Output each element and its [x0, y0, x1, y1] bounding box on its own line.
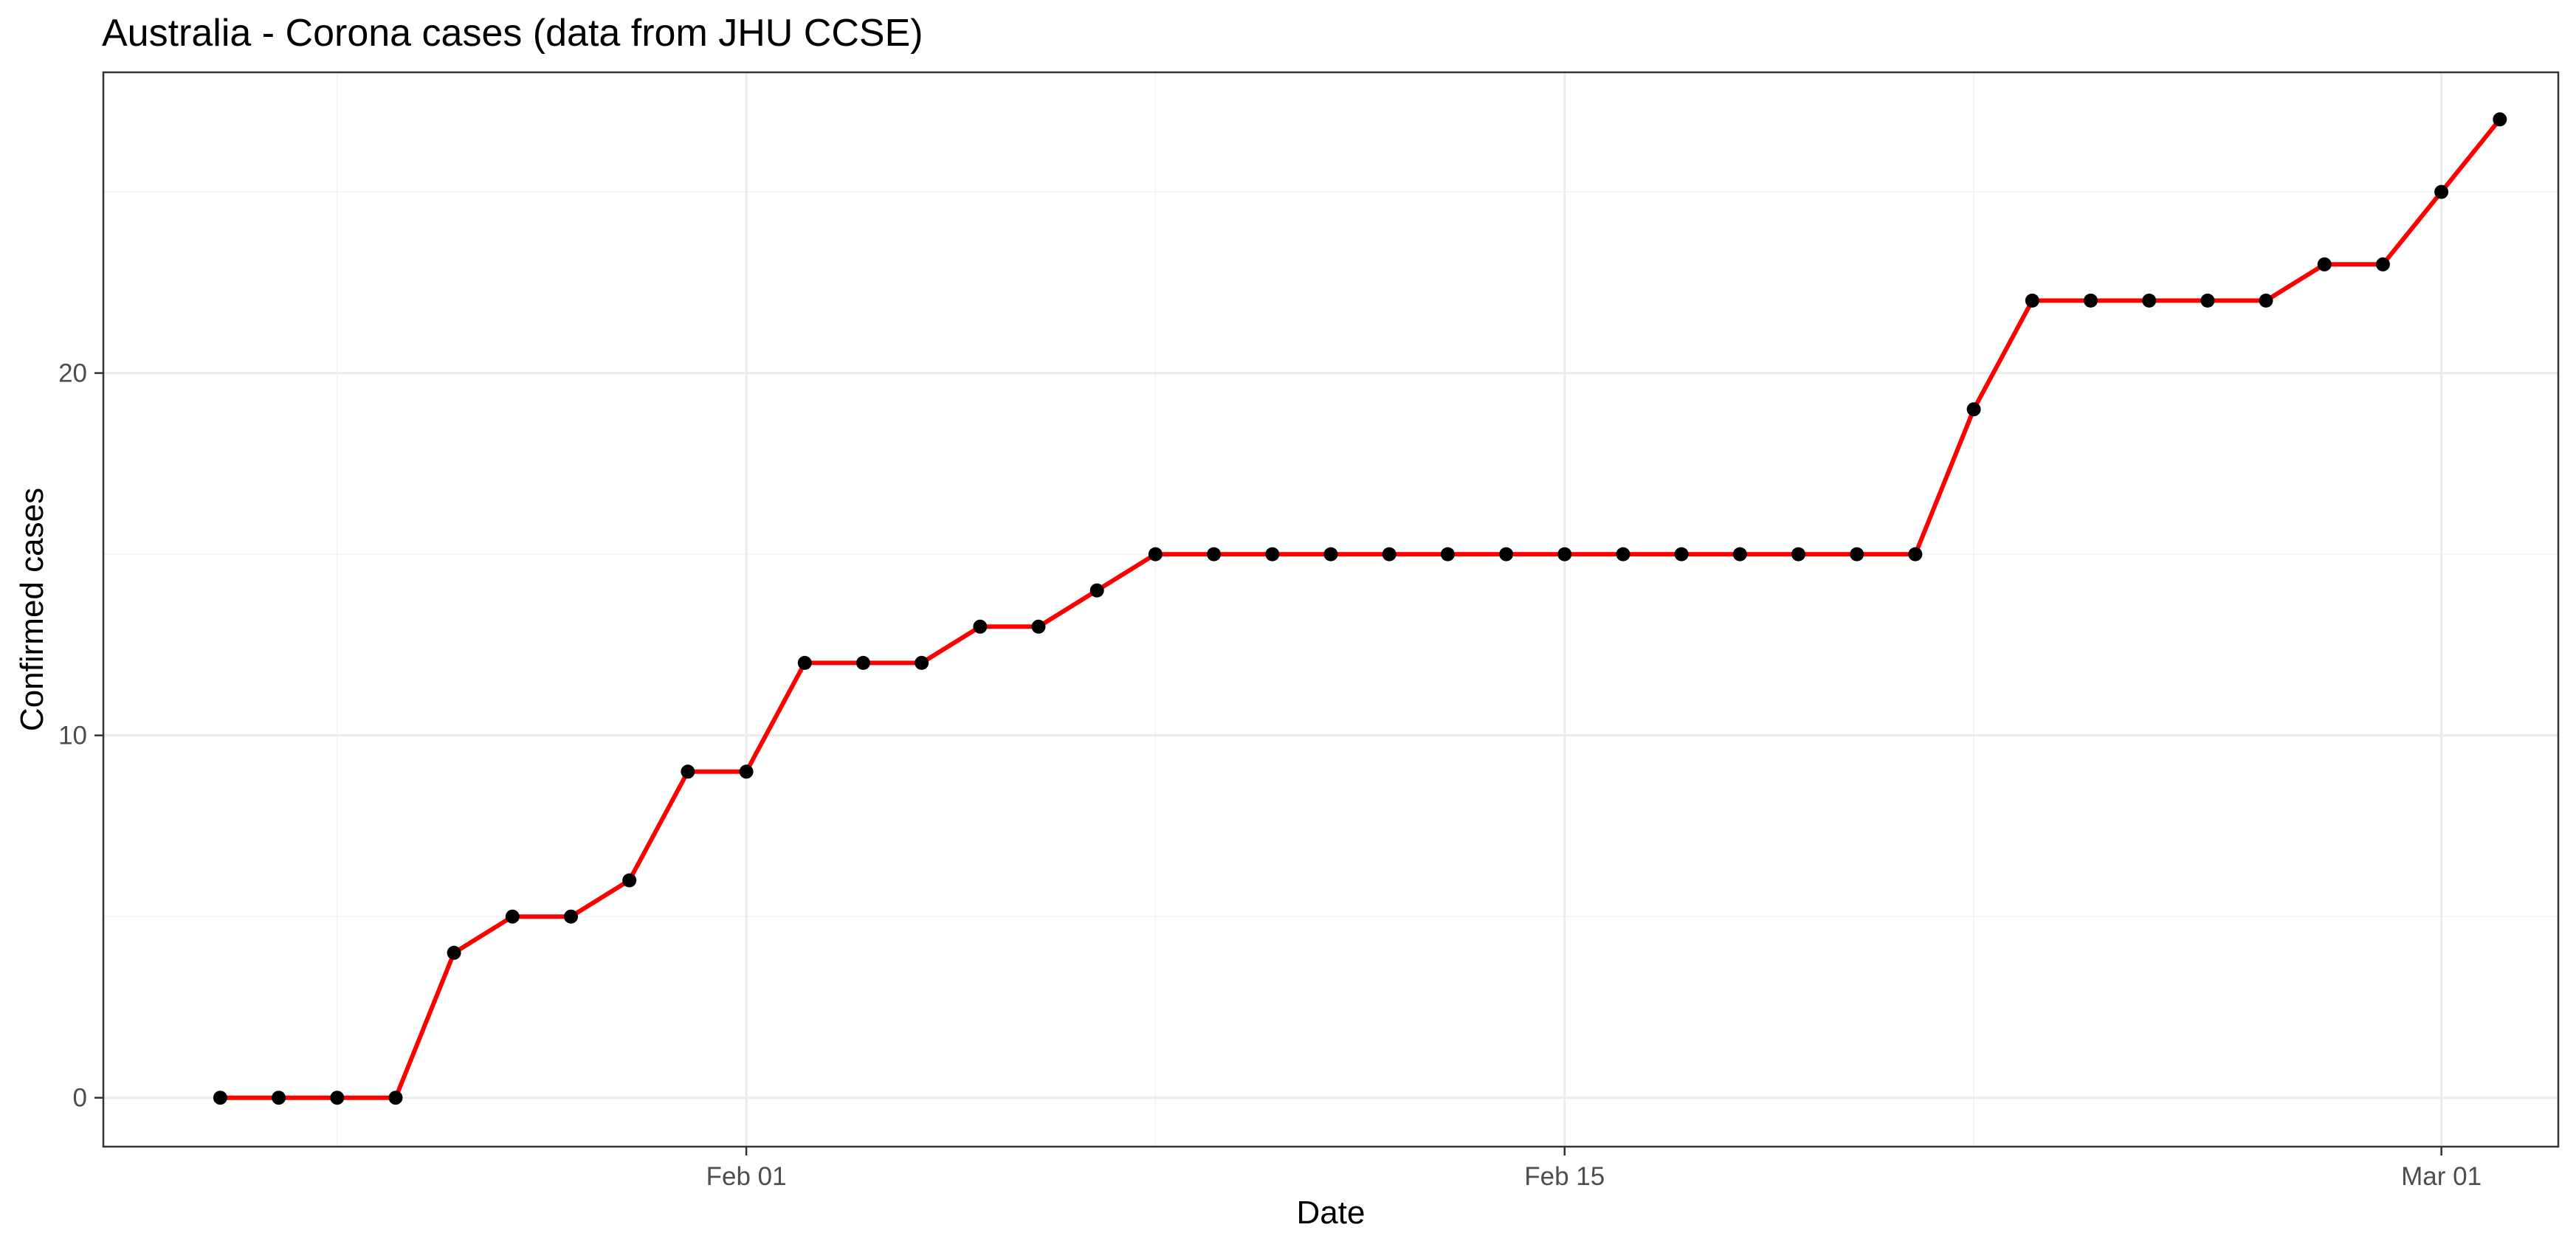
x-tick-label: Mar 01 — [2401, 1162, 2482, 1191]
data-point — [1089, 583, 1104, 598]
data-point — [1031, 619, 1046, 634]
data-point — [2084, 293, 2098, 308]
data-point — [1207, 547, 1222, 562]
data-point — [1908, 547, 1923, 562]
data-point — [1557, 547, 1572, 562]
major-gridlines — [103, 72, 2558, 1147]
data-point — [213, 1091, 227, 1105]
data-point — [505, 909, 520, 924]
plot-panel-background — [103, 72, 2558, 1147]
data-point — [447, 945, 461, 960]
data-point — [330, 1091, 345, 1105]
y-tick-label: 10 — [58, 722, 87, 750]
data-point — [2317, 257, 2332, 272]
plot-panel-border — [102, 71, 2560, 1148]
data-point — [2375, 257, 2390, 272]
data-point — [2025, 293, 2039, 308]
series-line — [218, 117, 2502, 1100]
data-point — [1616, 547, 1630, 562]
data-point — [1323, 547, 1338, 562]
data-point — [856, 655, 870, 670]
data-point — [388, 1091, 403, 1105]
data-point — [1674, 547, 1689, 562]
data-point — [622, 873, 637, 888]
data-point — [2259, 293, 2273, 308]
data-point — [681, 764, 695, 779]
data-point — [797, 655, 812, 670]
y-tick-label: 20 — [58, 359, 87, 388]
y-axis-title: Confirmed cases — [14, 488, 50, 731]
data-point — [1966, 402, 1981, 417]
data-point — [2493, 112, 2507, 127]
data-point — [2200, 293, 2215, 308]
data-point — [1850, 547, 1864, 562]
data-point — [272, 1091, 286, 1105]
data-point — [2142, 293, 2157, 308]
data-point — [2434, 184, 2449, 199]
data-point — [1382, 547, 1397, 562]
y-tick-label: 0 — [73, 1084, 87, 1113]
data-point — [1791, 547, 1805, 562]
data-point — [564, 909, 578, 924]
x-tick-label: Feb 01 — [706, 1162, 787, 1191]
x-axis-title: Date — [1297, 1195, 1366, 1231]
data-point — [1440, 547, 1455, 562]
x-tick-label: Feb 15 — [1524, 1162, 1605, 1191]
data-point — [1148, 547, 1163, 562]
plot-area — [102, 71, 2560, 1148]
data-point — [1732, 547, 1747, 562]
y-axis: 0 10 20 — [58, 359, 103, 1113]
series-line-group — [218, 117, 2502, 1100]
data-point — [1499, 547, 1514, 562]
chart-title: Australia - Corona cases (data from JHU … — [102, 12, 923, 55]
data-point — [915, 655, 929, 670]
data-point — [739, 764, 754, 779]
data-point — [1265, 547, 1280, 562]
series-points-group — [213, 112, 2507, 1105]
x-axis: Feb 01 Feb 15 Mar 01 — [706, 1147, 2482, 1191]
data-point — [973, 619, 988, 634]
